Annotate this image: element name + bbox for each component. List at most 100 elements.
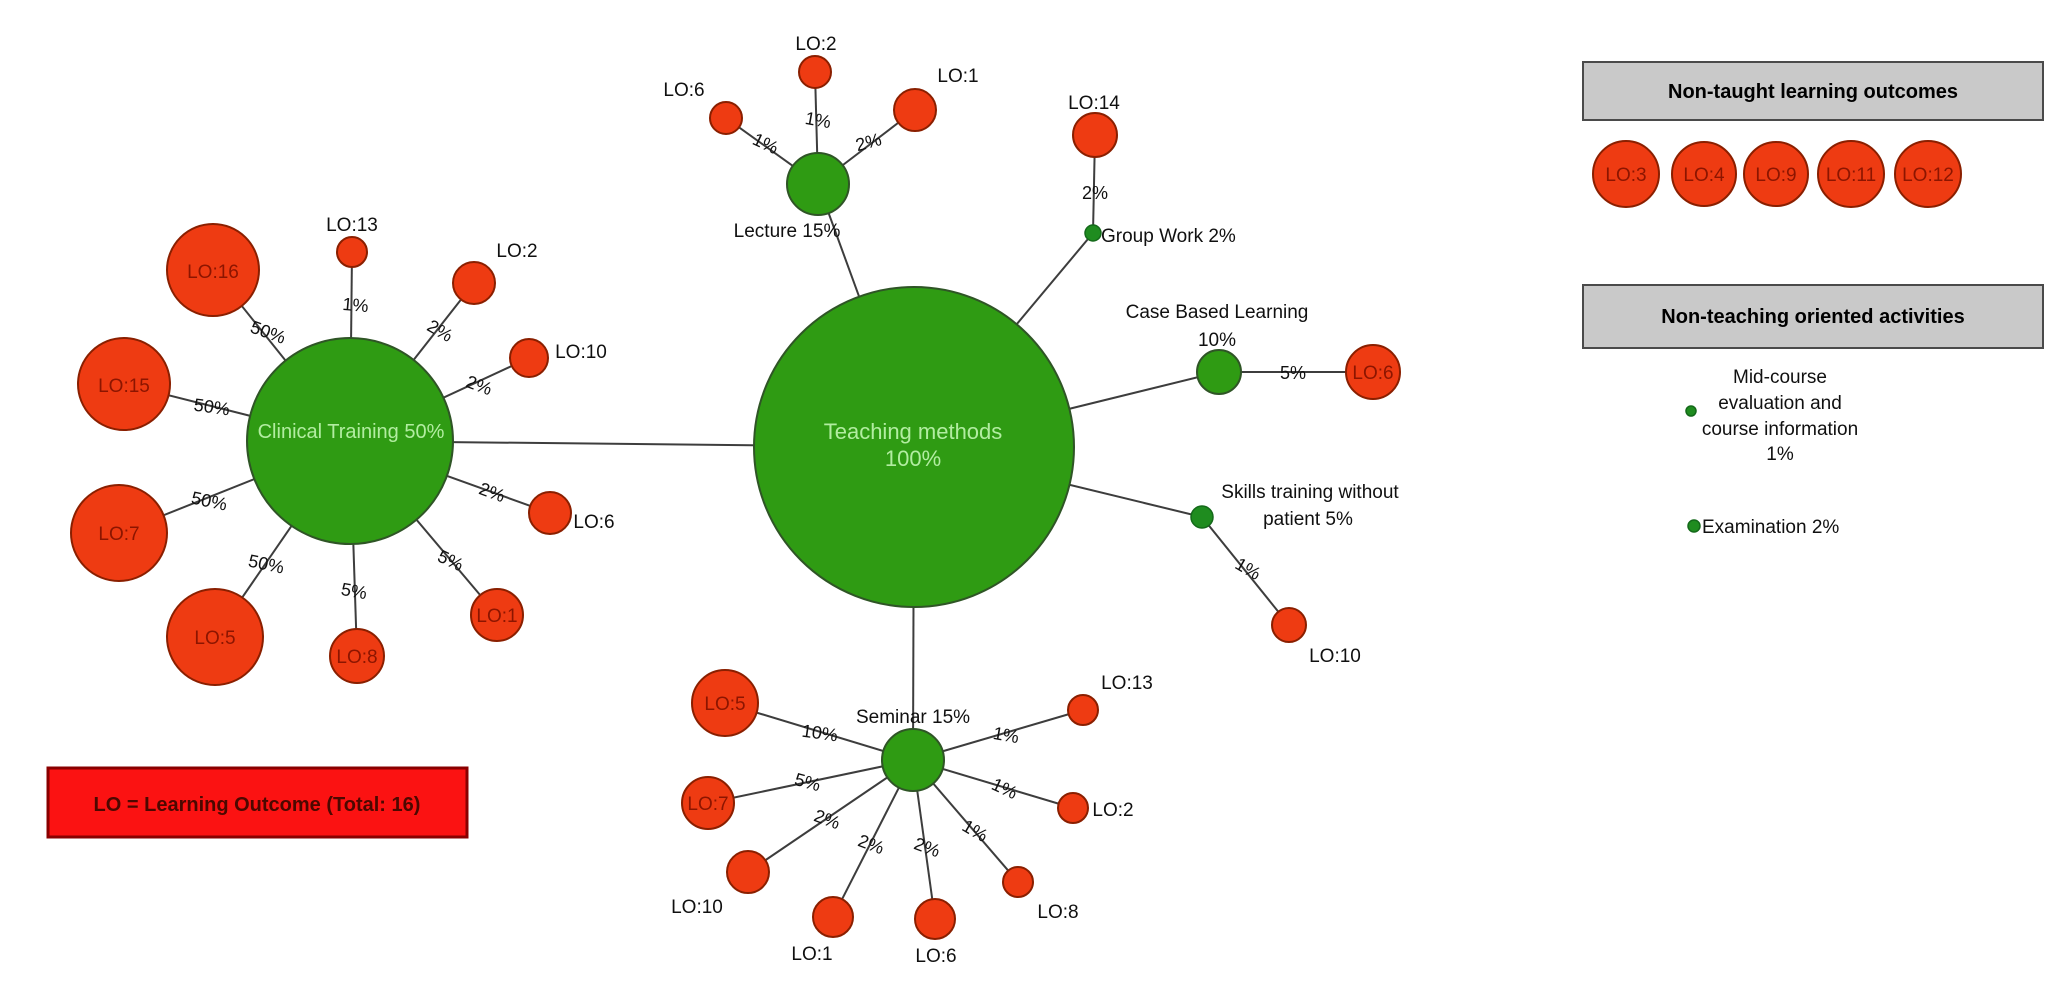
lo-label: LO:12 <box>1902 165 1954 186</box>
lo-label: LO:7 <box>98 524 139 545</box>
lo-label: LO:6 <box>915 946 956 967</box>
lo-node-legend-lo12 <box>1894 140 1962 208</box>
activity-label-midcourse-line3: course information <box>1702 419 1858 440</box>
lo-node-clinical-lo1 <box>470 588 524 642</box>
lo-node-legend-lo3 <box>1592 140 1660 208</box>
lo-label: LO:2 <box>496 241 537 262</box>
method-label-seminar: Seminar 15% <box>856 707 970 728</box>
edge-weight-label: 1% <box>989 774 1021 803</box>
method-node-group-work <box>1084 224 1102 242</box>
lo-label: LO:10 <box>555 342 607 363</box>
note-box-group: LO = Learning Outcome (Total: 16) <box>46 766 469 839</box>
lo-node-seminar-lo7 <box>681 776 735 830</box>
edge-weight-label: 10% <box>801 721 839 746</box>
nodes <box>70 55 1401 940</box>
lo-label: LO:15 <box>98 376 150 397</box>
edge-skills-lo10 <box>1201 516 1290 626</box>
edge-weight-label: 5% <box>435 546 467 575</box>
lo-label: LO:10 <box>1309 646 1361 667</box>
lo-label: LO:1 <box>791 944 832 965</box>
lo-label: LO:6 <box>1352 363 1393 384</box>
legend-non-teaching-box <box>1582 284 2044 349</box>
lo-label: LO:6 <box>573 512 614 533</box>
method-node-clinical-training <box>246 337 454 545</box>
activity-label-examination: Examination 2% <box>1702 517 1839 538</box>
lo-node-seminar-lo2 <box>1057 792 1089 824</box>
method-node-seminar <box>881 728 945 792</box>
legend-non-taught: Non-taught learning outcomes LO:3 LO:4 L… <box>1582 61 2044 208</box>
method-node-case-based-learning <box>1196 349 1242 395</box>
edge-seminar-lo10 <box>747 759 914 873</box>
method-node-skills-training <box>1190 505 1214 529</box>
lo-label: LO:14 <box>1068 93 1120 114</box>
activity-label-midcourse-line2: evaluation and <box>1718 393 1842 414</box>
edge-weight-label: 1% <box>803 108 832 132</box>
lo-node-clinical-lo10 <box>509 338 549 378</box>
method-label-groupwork: Group Work 2% <box>1101 226 1236 247</box>
edge-weight-label: 5% <box>792 769 822 795</box>
lo-label: LO:3 <box>1605 165 1646 186</box>
lo-label: LO:13 <box>1101 673 1153 694</box>
lo-node-clinical-lo13 <box>336 236 368 268</box>
edge-weight-label: 50% <box>247 551 286 578</box>
lo-node-clinical-lo16 <box>166 223 260 317</box>
lo-node-lecture-lo2 <box>798 55 832 89</box>
edge-weight-label: 50% <box>193 395 231 420</box>
edge-weight-label: 2% <box>811 806 842 834</box>
lo-label: LO:5 <box>704 694 745 715</box>
hub-label-line2: 100% <box>885 446 941 471</box>
lo-node-legend-lo11 <box>1817 140 1885 208</box>
lo-label: LO:9 <box>1755 165 1796 186</box>
legend-non-taught-box <box>1582 61 2044 121</box>
edge-weight-label: 1% <box>991 723 1020 747</box>
lo-label: LO:10 <box>671 897 723 918</box>
legend-non-teaching-title: Non-teaching oriented activities <box>1661 306 1964 328</box>
lo-label: LO:8 <box>1037 902 1078 923</box>
lo-node-groupwork-lo14 <box>1072 112 1118 158</box>
lo-label: LO:6 <box>663 80 704 101</box>
lo-label: LO:11 <box>1826 165 1876 186</box>
lo-node-seminar-lo13 <box>1067 694 1099 726</box>
lo-label: LO:1 <box>476 606 517 627</box>
activity-node-midcourse <box>1685 405 1697 417</box>
edge-weight-label: 2% <box>853 129 883 155</box>
lo-node-seminar-lo6 <box>914 898 956 940</box>
method-label-lecture: Lecture 15% <box>734 221 841 242</box>
edge-weight-label: 1% <box>342 294 370 316</box>
lo-label: LO:16 <box>187 262 239 283</box>
note-text: LO = Learning Outcome (Total: 16) <box>94 794 421 816</box>
lo-node-seminar-lo1 <box>812 896 854 938</box>
hub-label-line1: Teaching methods <box>824 419 1003 444</box>
lo-node-clinical-lo15 <box>77 337 171 431</box>
edge-seminar-lo7 <box>707 759 914 804</box>
node-labels: Teaching methods 100% Clinical Training … <box>98 34 1399 967</box>
lo-label: LO:2 <box>1092 800 1133 821</box>
lo-node-clinical-lo6 <box>528 491 572 535</box>
lo-node-seminar-lo5 <box>691 669 759 737</box>
legend-non-teaching: Non-teaching oriented activities Mid-cou… <box>1582 284 2044 538</box>
note-box <box>46 766 469 839</box>
lo-label: LO:13 <box>326 215 378 236</box>
edge-weight-label: 1% <box>1232 554 1265 584</box>
lo-node-clinical-lo2 <box>452 261 496 305</box>
edge-weight-label: 5% <box>339 579 368 603</box>
edge-weight-label: 5% <box>1280 363 1306 383</box>
lo-label: LO:4 <box>1683 165 1725 186</box>
edge-weight-label: 2% <box>911 834 942 862</box>
lo-label: LO:8 <box>336 647 377 668</box>
hub-node-teaching-methods <box>753 286 1075 608</box>
activity-label-midcourse-line4: 1% <box>1766 444 1794 465</box>
method-label-cbl-line1: Case Based Learning <box>1126 302 1309 323</box>
method-label-skills-line1: Skills training without <box>1221 482 1399 503</box>
edge-weight-label: 2% <box>476 479 507 507</box>
lo-label: LO:1 <box>937 66 978 87</box>
activity-node-examination <box>1687 519 1701 533</box>
method-node-lecture <box>786 152 850 216</box>
lo-node-clinical-lo5 <box>166 588 264 686</box>
lo-node-skills-lo10 <box>1271 607 1307 643</box>
lo-node-clinical-lo8 <box>329 628 385 684</box>
legend-non-taught-title: Non-taught learning outcomes <box>1668 81 1958 103</box>
lo-node-cbl-lo6 <box>1345 344 1401 400</box>
